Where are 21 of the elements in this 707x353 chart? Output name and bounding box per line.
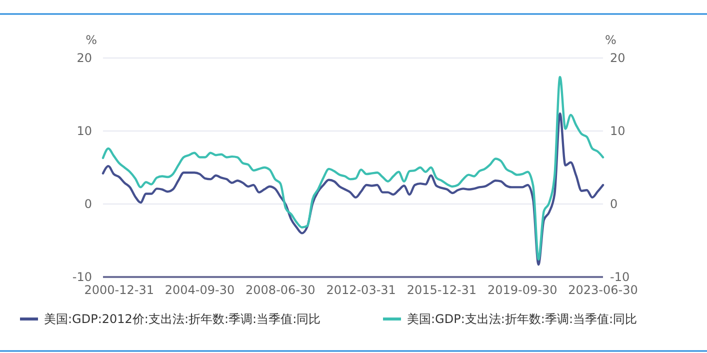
x-tick-label: 2008-06-30 bbox=[246, 283, 316, 297]
x-tick-label: 2019-09-30 bbox=[487, 283, 558, 297]
line-series bbox=[102, 112, 604, 266]
y-tick-label: 20 bbox=[76, 51, 92, 66]
x-tick-label: 2012-03-31 bbox=[326, 283, 396, 297]
x-tick-label: 2000-12-31 bbox=[84, 283, 154, 297]
x-tick-label: 2023-06-30 bbox=[568, 283, 638, 297]
y-tick-label: 10 bbox=[76, 124, 92, 138]
y2-tick-label: 10 bbox=[610, 124, 626, 138]
line-series bbox=[102, 76, 604, 261]
y2-tick-label: -10 bbox=[610, 270, 630, 284]
y-axis-title: % bbox=[86, 33, 97, 47]
y2-axis-title: % bbox=[605, 33, 616, 47]
y2-tick-label: 20 bbox=[610, 51, 626, 66]
y-tick-label: -10 bbox=[72, 270, 92, 284]
y-tick-label: 0 bbox=[84, 197, 92, 212]
legend-label: 美国:GDP:支出法:折年数:季调:当季值:同比 bbox=[407, 312, 638, 326]
x-tick-label: 2004-09-30 bbox=[164, 283, 235, 297]
y2-tick-label: 0 bbox=[610, 197, 618, 212]
x-tick-label: 2015-12-31 bbox=[406, 283, 477, 297]
legend-label: 美国:GDP:2012价:支出法:折年数:季调:当季值:同比 bbox=[44, 312, 321, 326]
